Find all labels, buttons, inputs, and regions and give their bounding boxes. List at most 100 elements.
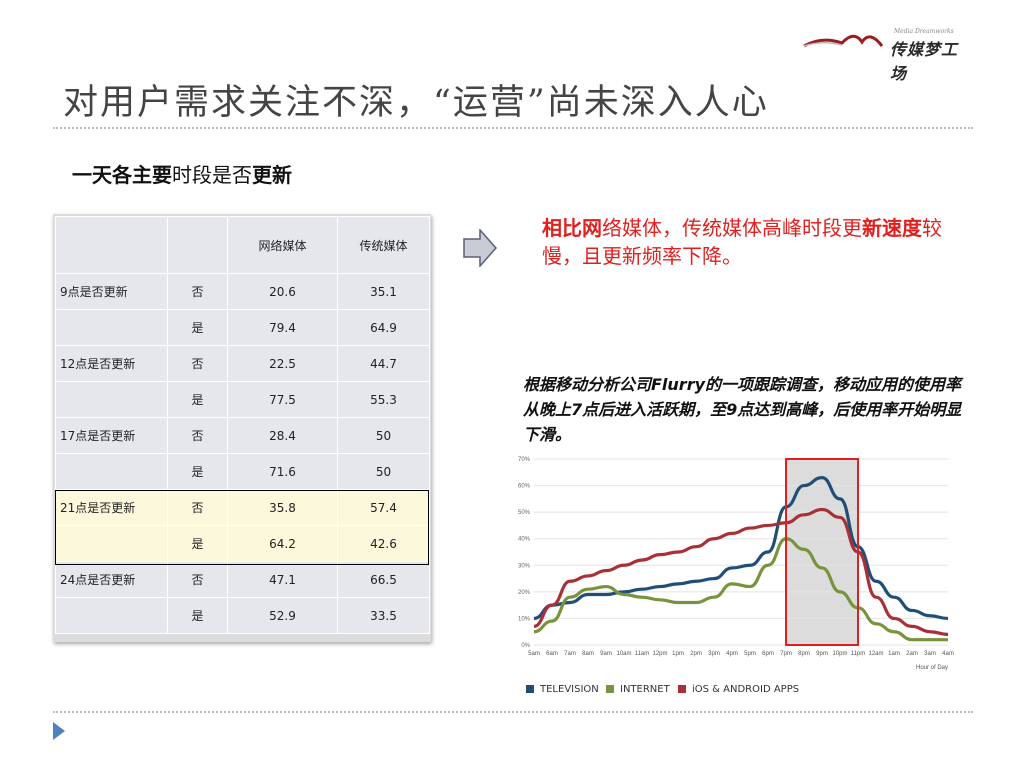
- row-label: [55, 525, 168, 562]
- brand-logo: Media Dreamworks 传媒梦工场: [802, 26, 972, 83]
- logo-tagline: Media Dreamworks: [894, 28, 954, 35]
- legend-item: INTERNET: [606, 684, 670, 695]
- row-label: 21点是否更新: [55, 489, 168, 526]
- x-tick-label: 9pm: [816, 651, 828, 657]
- legend-label: INTERNET: [620, 684, 670, 695]
- online-media-value: 35.8: [227, 489, 338, 526]
- row-answer: 否: [167, 345, 228, 382]
- y-tick-label: 40%: [518, 537, 531, 543]
- logo-arc-icon: [803, 34, 884, 48]
- x-tick-label: 5pm: [744, 651, 756, 657]
- y-tick-label: 0%: [521, 643, 530, 649]
- x-tick-label: 11pm: [851, 651, 866, 657]
- table-row-highlighted: 21点是否更新 否 35.8 57.4: [55, 489, 430, 526]
- traditional-media-value: 35.1: [337, 273, 430, 310]
- callout-bold-1: 相比网: [542, 216, 602, 240]
- table-row: 24点是否更新 否 47.1 66.5: [55, 561, 430, 598]
- table-row: 是 52.9 33.5: [55, 597, 430, 634]
- legend-swatch: [678, 685, 686, 693]
- callout-plain-2: 较慢，且更新频率下降。: [542, 216, 942, 268]
- row-label: [55, 453, 168, 490]
- series-line-internet: [533, 537, 948, 642]
- online-media-value: 79.4: [227, 309, 338, 346]
- table-row: 是 79.4 64.9: [55, 309, 430, 346]
- row-label: 17点是否更新: [55, 417, 168, 454]
- x-axis-label: Hour of Day: [916, 665, 948, 671]
- x-tick-label: 6am: [546, 651, 558, 657]
- table-row-highlighted: 是 64.2 42.6: [55, 525, 430, 562]
- online-media-value: 28.4: [227, 417, 338, 454]
- legend-swatch: [606, 685, 614, 693]
- x-tick-label: 3am: [924, 651, 936, 657]
- callout-plain-1: 络媒体，传统媒体高峰时段更: [602, 216, 862, 240]
- x-tick-label: 10am: [616, 651, 631, 657]
- row-label: [55, 381, 168, 418]
- y-tick-label: 60%: [518, 484, 531, 490]
- x-tick-label: 8pm: [798, 651, 810, 657]
- traditional-media-value: 42.6: [337, 525, 430, 562]
- highlight-band: [786, 459, 858, 645]
- row-answer: 否: [167, 273, 228, 310]
- online-media-value: 71.6: [227, 453, 338, 490]
- online-media-value: 47.1: [227, 561, 338, 598]
- traditional-media-value: 64.9: [337, 309, 430, 346]
- x-tick-label: 12pm: [652, 651, 667, 657]
- x-tick-label: 4pm: [726, 651, 738, 657]
- page-title: 对用户需求关注不深，“运营”尚未深入人心: [63, 83, 769, 123]
- subtitle-bold-part-2: 更新: [252, 163, 292, 187]
- traditional-media-value: 50: [337, 453, 430, 490]
- table-row: 9点是否更新 否 20.6 35.1: [55, 273, 430, 310]
- right-arrow-icon: [463, 229, 497, 267]
- traditional-media-value: 66.5: [337, 561, 430, 598]
- table-row: 是 71.6 50: [55, 453, 430, 490]
- online-media-value: 64.2: [227, 525, 338, 562]
- row-answer: 否: [167, 489, 228, 526]
- row-answer: 是: [167, 525, 228, 562]
- x-tick-label: 11am: [635, 651, 650, 657]
- table-row: 12点是否更新 否 22.5 44.7: [55, 345, 430, 382]
- row-answer: 是: [167, 309, 228, 346]
- online-media-value: 52.9: [227, 597, 338, 634]
- row-answer: 是: [167, 453, 228, 490]
- online-media-value: 77.5: [227, 381, 338, 418]
- comparison-callout: 相比网络媒体，传统媒体高峰时段更新速度较慢，且更新频率下降。: [542, 214, 962, 270]
- legend-swatch: [526, 685, 534, 693]
- table-header-cell: [167, 216, 228, 274]
- series-line-ios-android-apps: [533, 507, 949, 636]
- y-tick-label: 50%: [518, 510, 531, 516]
- footer-divider: [53, 711, 973, 713]
- logo-text: 传媒梦工场: [890, 40, 959, 83]
- x-tick-label: 6pm: [762, 651, 774, 657]
- x-tick-label: 10pm: [832, 651, 847, 657]
- table-subtitle: 一天各主要时段是否更新: [72, 159, 292, 188]
- row-label: 24点是否更新: [55, 561, 168, 598]
- y-tick-label: 70%: [518, 457, 531, 463]
- x-tick-label: 1pm: [672, 651, 684, 657]
- x-tick-label: 4am: [942, 651, 954, 657]
- row-label: 9点是否更新: [55, 273, 168, 310]
- y-tick-label: 10%: [518, 616, 531, 622]
- x-tick-label: 5am: [528, 651, 540, 657]
- table-header-cell: 传统媒体: [337, 216, 430, 274]
- series-line-television: [533, 476, 949, 621]
- legend-label: iOS & ANDROID APPS: [692, 684, 800, 695]
- legend-label: TELEVISION: [540, 684, 599, 695]
- traditional-media-value: 57.4: [337, 489, 430, 526]
- online-media-value: 20.6: [227, 273, 338, 310]
- y-tick-label: 30%: [518, 563, 531, 569]
- legend-item: iOS & ANDROID APPS: [678, 684, 799, 695]
- row-label: 12点是否更新: [55, 345, 168, 382]
- y-tick-label: 20%: [518, 590, 531, 596]
- next-slide-arrow-icon[interactable]: [53, 722, 65, 740]
- x-tick-label: 7pm: [780, 651, 792, 657]
- usage-line-chart: 0% 10% 20% 30% 40% 50% 60% 70% 5am 6am 7am 8am 9am 10…: [518, 457, 954, 671]
- callout-bold-2: 新速度: [862, 216, 922, 240]
- subtitle-plain-part: 时段是否: [172, 163, 252, 187]
- x-tick-label: 1am: [888, 651, 900, 657]
- update-frequency-table: 网络媒体 传统媒体 9点是否更新 否 20.6 35.1 是 79.4 64.9…: [53, 214, 431, 642]
- x-tick-label: 7am: [564, 651, 576, 657]
- row-answer: 否: [167, 561, 228, 598]
- online-media-value: 22.5: [227, 345, 338, 382]
- traditional-media-value: 33.5: [337, 597, 430, 634]
- x-tick-label: 2am: [906, 651, 918, 657]
